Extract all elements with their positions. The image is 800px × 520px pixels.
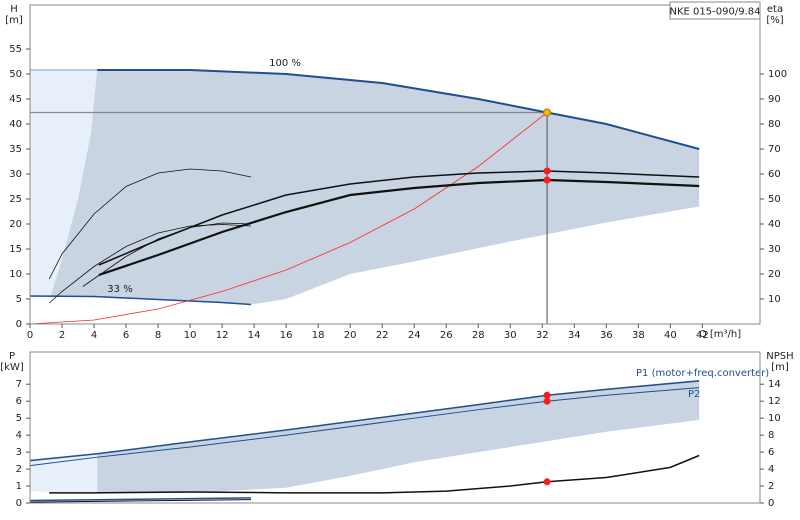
series-label: P1 (motor+freq.converter) [636,368,769,379]
x-tick-label: 6 [123,330,129,341]
x-tick-label: 34 [568,330,581,341]
x-tick-label: 20 [344,330,357,341]
y2-unit: [m] [771,362,789,373]
x-tick-label: 16 [280,330,293,341]
y-tick-label: 20 [9,219,22,230]
x-tick-label: 26 [440,330,453,341]
y2-tick-label: 30 [768,244,781,255]
x-tick-label: 18 [312,330,325,341]
y-tick-label: 25 [9,194,22,205]
annotation: 33 % [107,284,132,295]
y2-tick-label: 8 [768,430,774,441]
y2-tick-label: 40 [768,219,781,230]
operating-region [97,379,700,494]
x-tick-label: 4 [91,330,97,341]
y2-tick-label: 50 [768,194,781,205]
operating-point [543,167,551,175]
operating-region [30,70,98,296]
y2-tick-label: 14 [768,379,781,390]
y-tick-label: 3 [16,447,22,458]
x-tick-label: 24 [408,330,421,341]
y2-label: NPSH [766,351,793,362]
curve [29,112,548,325]
y2-tick-label: 4 [768,464,774,475]
curve [29,497,251,502]
y-tick-label: 15 [9,244,22,255]
curve [29,295,251,306]
operating-point [543,176,551,184]
y-unit: [m] [5,15,23,26]
operating-point [543,478,551,486]
x-tick-label: 38 [632,330,645,341]
plot-frame [29,4,761,325]
curve [98,178,700,277]
curve [48,224,251,304]
curve [29,387,700,467]
annotation: 100 % [269,58,301,69]
y2-tick-label: 90 [768,94,781,105]
y-tick-label: 55 [9,44,22,55]
y-tick-label: 35 [9,144,22,155]
y-tick-label: 0 [16,498,22,509]
operating-region [50,70,700,305]
y-tick-label: 0 [16,319,22,330]
y-tick-label: 50 [9,69,22,80]
y2-tick-label: 70 [768,144,781,155]
y2-unit: [%] [766,15,783,26]
y2-tick-label: 60 [768,169,781,180]
curve [29,499,251,503]
curve [29,380,700,462]
y-tick-label: 45 [9,94,22,105]
x-tick-label: 28 [472,330,485,341]
x-label: Q [m³/h] [699,329,741,340]
plot-frame [29,351,761,504]
y2-label: eta [767,4,783,15]
x-tick-label: 0 [27,330,33,341]
y2-tick-label: 20 [768,269,781,280]
title-box [669,1,761,20]
curve [82,222,251,287]
y-unit: [kW] [0,362,24,373]
series-label: P2 [688,389,700,400]
x-tick-label: 40 [664,330,677,341]
y2-tick-label: 10 [768,413,781,424]
x-tick-label: 22 [376,330,389,341]
y2-tick-label: 6 [768,447,774,458]
y-label: P [9,351,15,362]
x-tick-label: 32 [536,330,549,341]
y-tick-label: 2 [16,464,22,475]
y2-tick-label: 10 [768,294,781,305]
y2-tick-label: 80 [768,119,781,130]
x-tick-label: 42 [696,330,709,341]
y-tick-label: 1 [16,481,22,492]
y-tick-label: 40 [9,119,22,130]
curve [48,168,252,280]
curve [49,454,700,494]
operating-point [543,391,551,399]
y-tick-label: 30 [9,169,22,180]
x-tick-label: 10 [184,330,197,341]
curve [97,69,700,150]
operating-point [543,108,552,117]
chart-title: NKE 015-090/9.84 [670,7,761,18]
x-tick-label: 8 [155,330,161,341]
y2-tick-label: 2 [768,481,774,492]
y-tick-label: 7 [16,379,22,390]
x-tick-label: 36 [600,330,613,341]
y2-tick-label: 100 [768,69,787,80]
x-tick-label: 14 [248,330,261,341]
y-tick-label: 5 [16,413,22,424]
x-tick-label: 30 [504,330,517,341]
y-tick-label: 5 [16,294,22,305]
x-tick-label: 2 [59,330,65,341]
y2-tick-label: 12 [768,396,781,407]
y2-tick-label: 0 [768,498,774,509]
y-tick-label: 6 [16,396,22,407]
y-label: H [10,4,18,15]
y-tick-label: 10 [9,269,22,280]
x-tick-label: 12 [216,330,229,341]
operating-point [543,397,551,405]
y-tick-label: 4 [16,430,22,441]
